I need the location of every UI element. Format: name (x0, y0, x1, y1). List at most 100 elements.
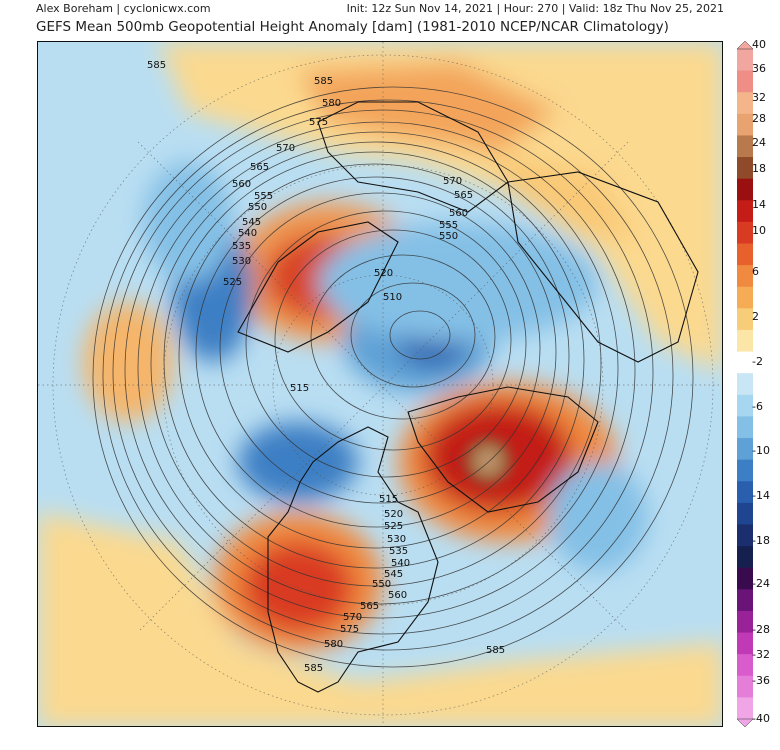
height-contours (92, 86, 694, 668)
colorbar-segment (737, 394, 753, 417)
contour-label: 565 (454, 190, 473, 201)
height-contour (102, 99, 674, 651)
contour-label: 530 (387, 534, 406, 545)
contour-label: 575 (309, 117, 328, 128)
anomaly-trough-arctic (318, 222, 598, 342)
colorbar-bottom-arrow (737, 718, 753, 727)
contour-label: 570 (443, 176, 462, 187)
colorbar-segment (737, 265, 753, 288)
run-info: Init: 12z Sun Nov 14, 2021 | Hour: 270 |… (346, 2, 724, 15)
colorbar-tick-label: -24 (752, 577, 770, 590)
height-contour (310, 254, 496, 420)
colorbar-tick-label: 24 (752, 136, 766, 149)
contour-label: 515 (379, 494, 398, 505)
contour-label: 555 (254, 191, 273, 202)
height-contour (178, 163, 570, 549)
colorbar (737, 41, 753, 727)
contour-label: 580 (324, 639, 343, 650)
colorbar-tick-label: -6 (752, 400, 763, 413)
map-title: GEFS Mean 500mb Geopotential Height Anom… (36, 19, 669, 35)
contour-label: 530 (232, 256, 251, 267)
colorbar-segment (737, 92, 753, 115)
contour-label: 575 (340, 624, 359, 635)
height-contour (92, 86, 694, 668)
colorbar-segment (737, 697, 753, 720)
contour-label: 510 (383, 292, 402, 303)
colorbar-segment (737, 351, 753, 374)
height-contour (245, 210, 527, 478)
anomaly-warm-south (38, 512, 722, 726)
coastline-europe (317, 101, 509, 213)
contour-label: 555 (439, 220, 458, 231)
colorbar-segment (737, 135, 753, 158)
contour-label: 565 (360, 601, 379, 612)
coastlines (237, 101, 699, 693)
colorbar-tick-label: 28 (752, 112, 766, 125)
colorbar-segment (737, 70, 753, 93)
colorbar-segment (737, 49, 753, 72)
meridian (137, 141, 629, 633)
colorbar-segment (737, 221, 753, 245)
height-contour (150, 141, 602, 587)
anomaly-ridge-west (83, 302, 173, 422)
contour-label: 560 (449, 208, 468, 219)
contour-label: 540 (238, 228, 257, 239)
contour-label: 585 (147, 60, 166, 71)
contour-labels: 585 585 580 575 570 565 560 555 550 545 … (147, 60, 505, 674)
colorbar-segment (737, 481, 753, 504)
contour-label: 535 (389, 546, 408, 557)
colorbar-tick-label: 32 (752, 91, 766, 104)
contour-label: 535 (232, 241, 251, 252)
contour-label: 540 (391, 558, 410, 569)
contour-label: 580 (322, 98, 341, 109)
colorbar-tick-label: -10 (752, 444, 770, 457)
colorbar-segment (737, 675, 753, 698)
contour-label: 585 (304, 663, 323, 674)
colorbar-segment (737, 373, 753, 396)
contour-label: 525 (223, 277, 242, 288)
height-contour (219, 192, 541, 504)
colorbar-tick-label: -14 (752, 489, 770, 502)
contour-label: 515 (290, 383, 309, 394)
contour-label: 545 (242, 217, 261, 228)
contour-label: 550 (372, 579, 391, 590)
height-contour (274, 229, 512, 451)
contour-label: 550 (439, 231, 458, 242)
coastline-asia (507, 171, 699, 363)
latitude-rings (38, 42, 722, 726)
contour-label: 570 (276, 143, 295, 154)
meridian (137, 141, 629, 633)
contour-label: 585 (314, 76, 333, 87)
author-credit: Alex Boreham | cyclonicwx.com (36, 2, 211, 15)
colorbar-segment (737, 200, 753, 223)
contour-label: 520 (374, 268, 393, 279)
colorbar-segment (737, 589, 753, 612)
colorbar-segment (737, 502, 753, 525)
anomaly-ridge-na-core (243, 542, 353, 632)
anomaly-warm-top (158, 42, 722, 372)
coastline-greenland (237, 221, 399, 353)
colorbar-segment (737, 329, 753, 353)
contour-label: 570 (343, 612, 362, 623)
colorbar-tick-label: 36 (752, 62, 766, 75)
colorbar-segment (737, 524, 753, 547)
colorbar-tick-label: -40 (752, 712, 770, 725)
colorbar-segment (737, 654, 753, 677)
height-contour (137, 131, 619, 605)
colorbar-tick-label: 10 (752, 224, 766, 237)
height-contour (195, 176, 557, 528)
colorbar-tick-label: -2 (752, 355, 763, 368)
colorbar-segment (737, 632, 753, 655)
anomaly-max-center (464, 437, 512, 485)
colorbar-tick-label: 40 (752, 38, 766, 51)
colorbar-segment (737, 308, 753, 331)
colorbar-tick-label: -28 (752, 623, 770, 636)
colorbar-segment (737, 546, 753, 569)
colorbar-segment (737, 416, 753, 439)
contour-label: 560 (388, 590, 407, 601)
contour-label: 525 (384, 521, 403, 532)
colorbar-segment (737, 438, 753, 461)
colorbar-segment (737, 113, 753, 136)
anomaly-map: 585 585 580 575 570 565 560 555 550 545 … (37, 41, 723, 727)
anomaly-shading (38, 42, 722, 726)
